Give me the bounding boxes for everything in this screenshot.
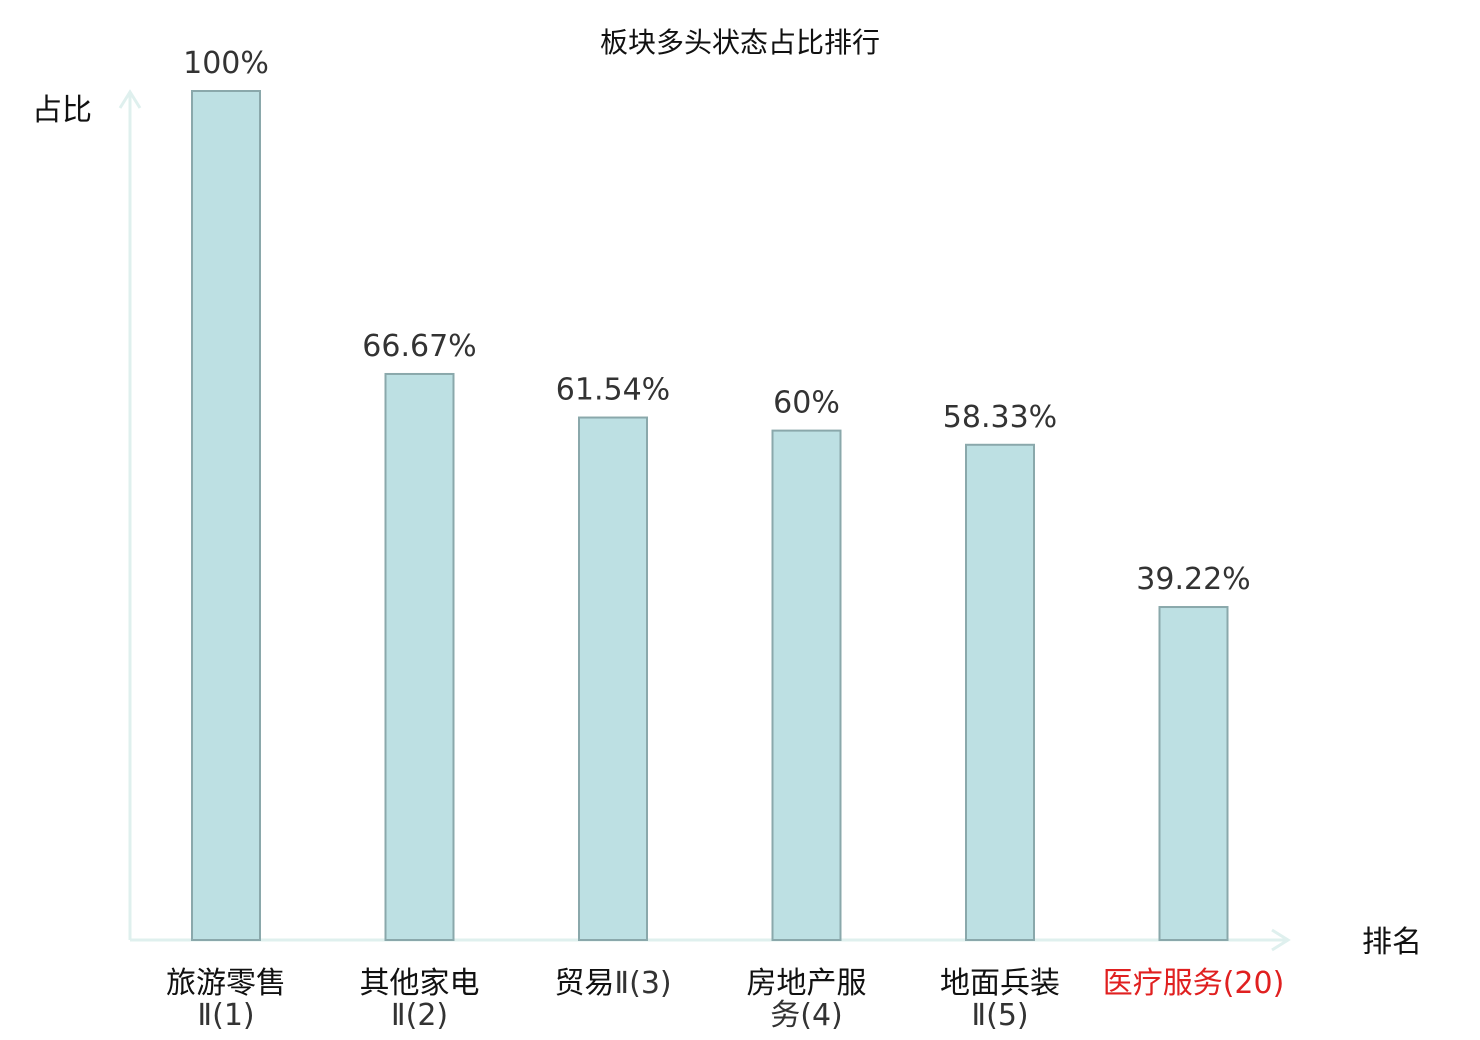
y-axis-arrow xyxy=(118,89,142,109)
x-axis-label: 排名 xyxy=(1362,925,1422,960)
x-axis-arrow xyxy=(1271,928,1291,952)
category-rank-6: (20) xyxy=(1223,966,1285,1001)
category-rank-4: 务(4) xyxy=(770,998,843,1033)
category-label-3: 贸易Ⅱ(3) xyxy=(554,966,671,1001)
value-label-5: 58.33% xyxy=(943,400,1057,435)
value-label-3: 61.54% xyxy=(556,373,670,408)
bars-group xyxy=(191,90,1229,942)
value-label-6: 39.22% xyxy=(1136,562,1250,597)
category-label-6: 医疗服务(20) xyxy=(1103,966,1285,1001)
chart-title: 板块多头状态占比排行 xyxy=(600,26,880,59)
category-rank-2: Ⅱ(2) xyxy=(391,998,448,1033)
category-name-6: 医疗服务 xyxy=(1103,966,1223,1001)
axes xyxy=(118,89,1291,952)
category-name-5: 地面兵装 xyxy=(940,966,1060,1001)
category-rank-1: Ⅱ(1) xyxy=(197,998,254,1033)
bar-3 xyxy=(578,416,648,941)
category-name-3: 贸易 xyxy=(554,966,614,1001)
category-rank-3: Ⅱ(3) xyxy=(614,966,671,1001)
bar-1 xyxy=(191,90,261,941)
category-name-1: 旅游零售 xyxy=(166,966,286,1001)
category-rank-5: Ⅱ(5) xyxy=(971,998,1028,1033)
category-name-2: 其他家电 xyxy=(360,966,480,1001)
value-labels-group: 100% 66.67% 61.54% 60% 58.33% 39.22% xyxy=(183,46,1251,597)
value-label-1: 100% xyxy=(183,46,269,81)
value-label-2: 66.67% xyxy=(362,329,476,364)
value-label-4: 60% xyxy=(773,386,840,421)
bar-4 xyxy=(771,429,842,941)
category-name-4: 房地产服 xyxy=(747,966,867,1001)
bar-2 xyxy=(384,372,455,942)
bar-6 xyxy=(1158,606,1229,942)
bar-5 xyxy=(965,443,1035,941)
y-axis-label: 占比 xyxy=(32,93,92,128)
